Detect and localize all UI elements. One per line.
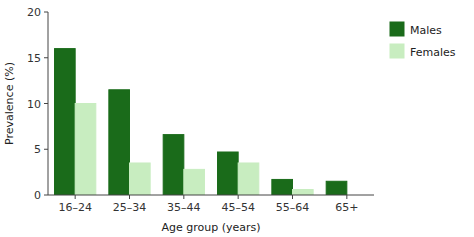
x-tick-label: 25–34	[113, 201, 147, 214]
chart-container: 0 5 10 15 20 16–24 25–34 35–44 45–54 55–64 65+ Age …	[0, 0, 474, 237]
y-tick	[44, 195, 48, 196]
x-tick-label: 16–24	[58, 201, 92, 214]
legend: Males Females	[390, 22, 456, 59]
x-tick	[292, 195, 293, 199]
y-axis-label: Prevalence (%)	[3, 62, 16, 145]
bar	[272, 179, 293, 195]
bars	[55, 49, 347, 195]
chart-svg: 0 5 10 15 20 16–24 25–34 35–44 45–54 55–64 65+ Age …	[0, 0, 474, 237]
x-tick	[346, 195, 347, 199]
bar	[75, 104, 96, 196]
x-tick	[129, 195, 130, 199]
y-tick-label: 15	[27, 52, 41, 65]
bar	[130, 163, 151, 195]
bar	[109, 90, 130, 195]
y-tick	[44, 57, 48, 58]
bar	[293, 190, 314, 195]
x-tick-label: 65+	[335, 201, 358, 214]
x-axis-label: Age group (years)	[161, 221, 260, 234]
y-tick	[44, 103, 48, 104]
x-tick	[75, 195, 76, 199]
x-axis-line	[48, 195, 374, 196]
y-tick-label: 20	[27, 6, 41, 19]
y-tick-label: 10	[27, 98, 41, 111]
bar	[184, 169, 205, 195]
bar	[163, 135, 184, 195]
y-tick-label: 0	[34, 189, 41, 202]
bar	[238, 163, 259, 195]
bar	[218, 152, 239, 195]
bar	[55, 49, 76, 195]
y-tick-label: 5	[34, 143, 41, 156]
y-axis-line	[48, 12, 49, 195]
legend-label: Females	[410, 46, 456, 59]
legend-swatch	[390, 44, 404, 58]
bar	[326, 181, 347, 195]
x-tick-label: 55–64	[276, 201, 310, 214]
x-tick	[238, 195, 239, 199]
x-tick-label: 35–44	[167, 201, 201, 214]
legend-swatch	[390, 22, 404, 36]
legend-label: Males	[410, 24, 442, 37]
x-tick	[183, 195, 184, 199]
y-tick	[44, 149, 48, 150]
x-tick-label: 45–54	[221, 201, 255, 214]
y-tick	[44, 12, 48, 13]
